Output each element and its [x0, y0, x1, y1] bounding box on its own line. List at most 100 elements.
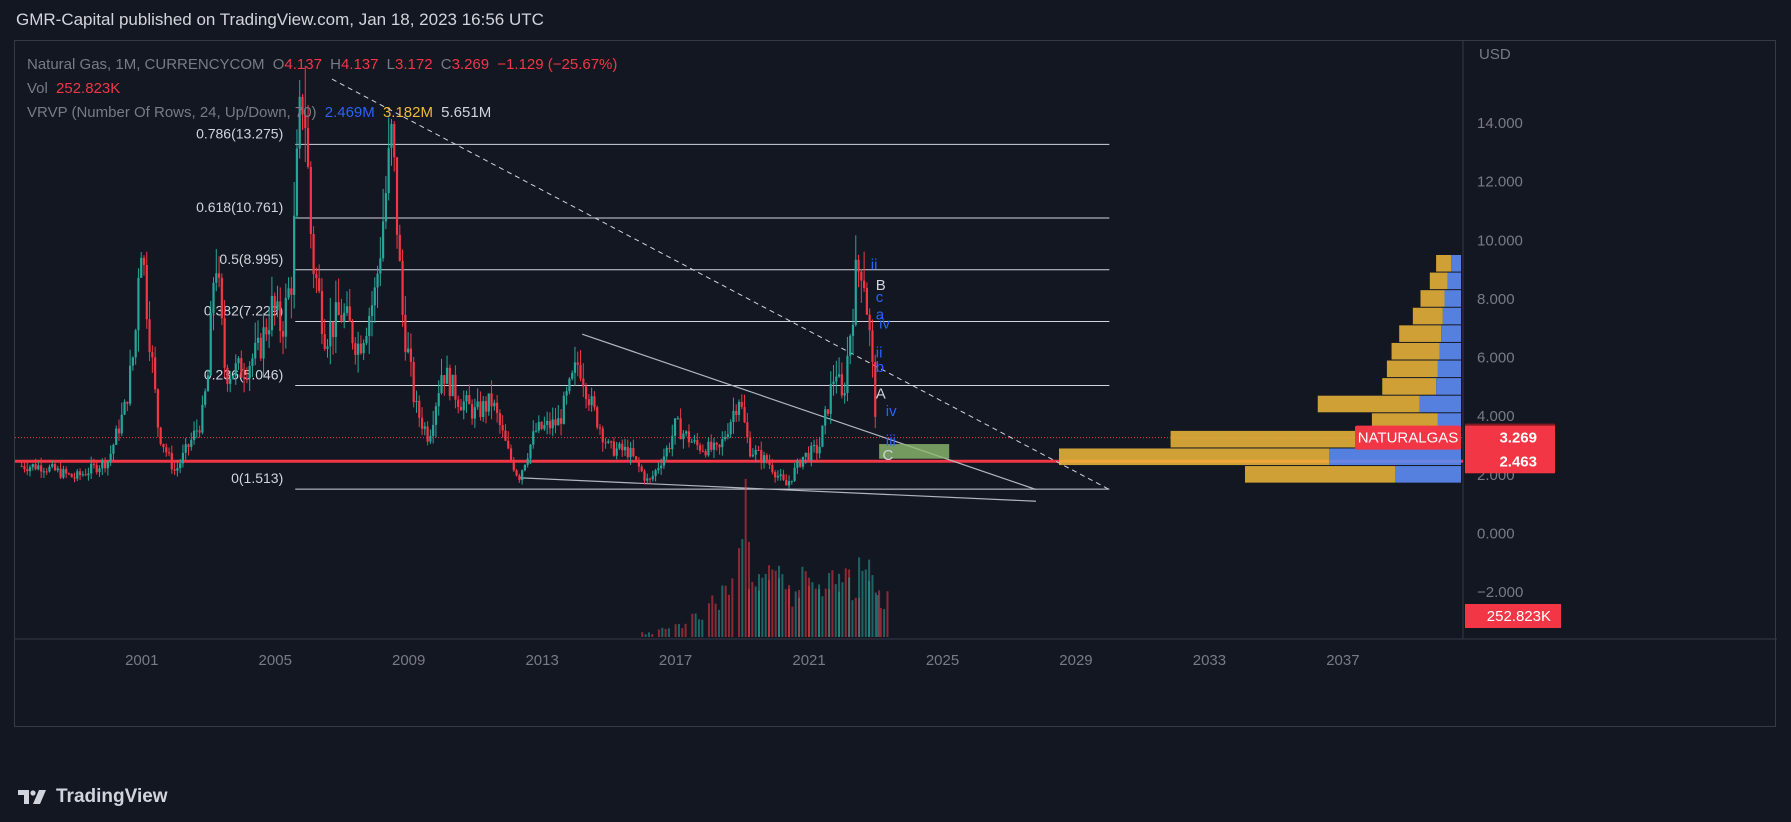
candle-body [521, 470, 524, 481]
time-tick-label: 2009 [392, 652, 425, 669]
wave-label: b [876, 359, 884, 376]
candle-body [732, 410, 735, 422]
candle-body [646, 478, 649, 481]
volume-bar [751, 581, 754, 637]
candle-body [109, 453, 112, 462]
candle-body [685, 431, 688, 434]
time-tick-label: 2033 [1193, 652, 1226, 669]
legend-vol-label[interactable]: Vol [27, 80, 48, 97]
candle-body [701, 450, 704, 452]
wave-label: ii [876, 345, 883, 362]
candle-body [156, 389, 160, 428]
price-badge [1465, 425, 1555, 450]
volume-profile-down-bar [1382, 378, 1437, 395]
candle-body [673, 418, 677, 436]
candle-body [217, 273, 221, 278]
volume-profile-down-bar [1391, 342, 1440, 360]
candle-body [721, 439, 724, 448]
candle-body [226, 367, 229, 384]
candle-body [270, 295, 274, 331]
candle-body [306, 128, 310, 167]
candle-body [81, 474, 84, 476]
candle-body [423, 426, 426, 429]
time-tick-label: 2021 [792, 652, 825, 669]
wave-label: iv [879, 315, 890, 332]
candle-body [445, 367, 449, 384]
candle-body [754, 449, 757, 455]
candle-body [559, 418, 563, 424]
candle-body [440, 375, 443, 394]
candle-body [837, 374, 841, 377]
price-chart[interactable]: USD14.00012.00010.0008.0006.0004.0002.00… [15, 41, 1777, 728]
volume-profile-up-bar [1436, 378, 1461, 395]
candle-body [28, 467, 32, 472]
candle-body [604, 442, 607, 444]
candles-group [20, 65, 877, 489]
volume-bar [761, 577, 764, 637]
candle-body [242, 377, 246, 379]
candle-body [298, 96, 301, 149]
volume-bar [848, 577, 851, 637]
candle-body [443, 375, 446, 384]
volume-profile-up-bar [1329, 448, 1461, 466]
candle-body [351, 321, 354, 344]
candle-body [162, 443, 165, 448]
volume-bar [694, 613, 697, 637]
candle-body [134, 330, 137, 358]
candle-body [148, 319, 151, 353]
candle-body [37, 465, 40, 470]
legend-high-value: 4.137 [340, 56, 379, 73]
candle-body [740, 401, 743, 407]
candle-body [407, 348, 410, 353]
candle-body [712, 442, 716, 450]
price-badge-text: 2.463 [1499, 453, 1537, 470]
price-tick-label: 4.000 [1477, 408, 1515, 425]
legend-symbol[interactable]: Natural Gas, 1M, CURRENCYCOM [27, 56, 265, 73]
target-zone-box [879, 444, 950, 459]
legend-vrvp-label[interactable]: VRVP (Number Of Rows, 24, Up/Down, 70) [27, 104, 317, 121]
candle-body [676, 418, 679, 420]
candle-body [482, 401, 485, 417]
candle-body [582, 378, 585, 387]
chart-panel[interactable]: USD 14.000 12.000 10.000 8.000 6.000 4.000 2.00… [14, 40, 1777, 728]
candle-body [587, 399, 590, 406]
candle-body [743, 406, 746, 423]
candle-body [829, 384, 832, 414]
legend-open-value: 4.137 [284, 56, 322, 73]
price-tick-label: 8.000 [1477, 291, 1515, 308]
publisher-text: GMR-Capital published on TradingView.com… [16, 10, 544, 29]
candle-body [117, 428, 121, 434]
volume-bar [727, 594, 730, 637]
volume-bar [871, 575, 874, 637]
candle-body [106, 461, 109, 469]
candle-body [145, 264, 148, 320]
candle-body [51, 464, 54, 467]
volume-bar [831, 570, 834, 637]
candle-body [142, 257, 146, 265]
candle-body [679, 418, 682, 440]
candle-body [432, 424, 435, 437]
volume-bar [858, 557, 861, 637]
candle-body [529, 444, 532, 459]
candle-body [273, 295, 276, 311]
candle-body [790, 480, 793, 482]
volume-bar [717, 609, 720, 637]
footer-brand[interactable]: TradingView [0, 772, 1791, 822]
volume-profile-down-bar [1412, 307, 1443, 325]
candle-body [387, 147, 390, 194]
volume-bar [677, 623, 680, 637]
volume-bar [711, 595, 714, 637]
candle-body [331, 321, 335, 338]
candle-body [53, 464, 57, 471]
volume-bar [774, 570, 777, 637]
candle-body [554, 419, 557, 426]
candle-body [473, 407, 476, 419]
volume-bar [838, 591, 841, 637]
candle-body [276, 301, 279, 311]
candle-body [248, 365, 251, 379]
candle-body [78, 471, 82, 476]
candle-body [412, 361, 415, 403]
volume-bar [801, 566, 804, 637]
candle-body [799, 460, 802, 467]
candle-body [498, 413, 501, 425]
